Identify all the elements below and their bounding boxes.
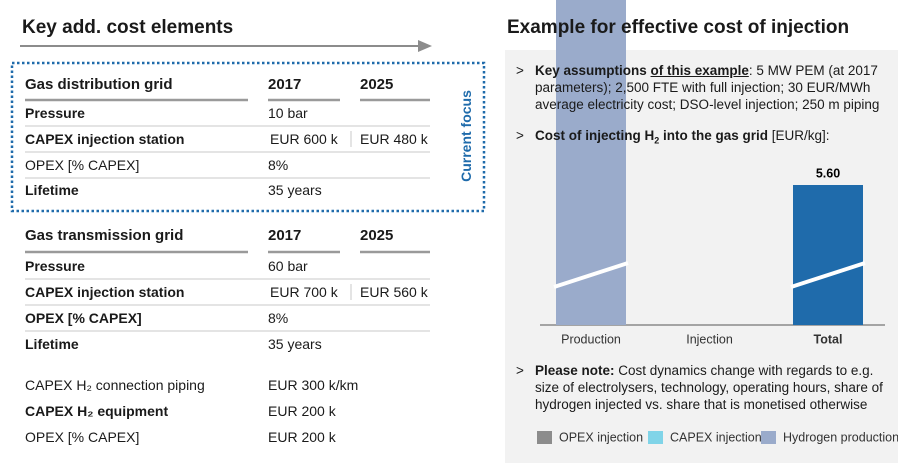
row-label: Lifetime (25, 336, 79, 352)
category-label: Total (814, 332, 843, 346)
row-label: Pressure (25, 105, 85, 121)
cell: 10 bar (268, 105, 308, 121)
bullet-marker: > (516, 128, 524, 143)
bar-segment (556, 0, 626, 325)
cell: EUR 200 k (268, 429, 336, 445)
cell: 60 bar (268, 258, 308, 274)
legend-label: OPEX injection (559, 430, 643, 444)
bullet-marker: > (516, 63, 524, 78)
row-label: OPEX [% CAPEX] (25, 157, 140, 173)
legend-swatch (761, 431, 776, 444)
cell: EUR 560 k (360, 284, 428, 300)
cell: 8% (268, 310, 289, 326)
axis-break (790, 261, 866, 289)
table-header: Gas distribution grid (25, 76, 173, 93)
cell: EUR 700 k (270, 284, 338, 300)
row-separators (25, 125, 430, 332)
category-label: Injection (686, 332, 733, 346)
category-label: Production (561, 332, 621, 346)
header-underlines (25, 98, 430, 254)
text-bold: Please note: (535, 363, 615, 378)
cell: EUR 600 k (270, 131, 338, 147)
text-bold: Cost of injecting H (535, 128, 655, 143)
right-title: Example for effective cost of injection (507, 17, 850, 38)
row-label: CAPEX injection station (25, 131, 185, 147)
arrow-head (418, 40, 432, 52)
bar (793, 185, 863, 325)
cell: EUR 200 k (268, 403, 336, 419)
subscript: 2 (654, 135, 660, 146)
row-label: Pressure (25, 258, 85, 274)
bullet: > Please note: Cost dynamics change with… (516, 362, 894, 413)
table-header: 2025 (360, 76, 394, 93)
focus-label: Current focus (458, 90, 474, 182)
row-label: CAPEX H₂ connection piping (25, 377, 205, 393)
cell: 35 years (268, 336, 322, 352)
bullet: > Key assumptions of this example: 5 MW … (516, 62, 894, 113)
legend-label: Hydrogen production (783, 430, 898, 444)
text-bold: into the gas grid (659, 128, 769, 143)
row-label: OPEX [% CAPEX] (25, 310, 142, 326)
text-underline: of this example (650, 63, 749, 78)
text: [EUR/kg]: (768, 128, 830, 143)
value-label: 5.60 (816, 166, 840, 180)
bullet: > Cost of injecting H2 into the gas grid… (516, 127, 894, 150)
bullet-marker: > (516, 363, 524, 378)
table-header: 2017 (268, 227, 302, 244)
table-header: Gas transmission grid (25, 227, 184, 244)
focus-box (10, 61, 486, 213)
bullet-text: Cost of injecting H2 into the gas grid [… (535, 127, 894, 150)
text: Cost dynamics change with regards to e.g… (535, 363, 883, 412)
table-header: 2025 (360, 227, 394, 244)
row-label: CAPEX injection station (25, 284, 185, 300)
row-label: OPEX [% CAPEX] (25, 429, 140, 445)
cell: EUR 480 k (360, 131, 428, 147)
bullet-text: Please note: Cost dynamics change with r… (535, 362, 894, 413)
cell: EUR 300 k/km (268, 377, 359, 393)
legend-label: CAPEX injection (670, 430, 762, 444)
bullet-text: Key assumptions of this example: 5 MW PE… (535, 62, 894, 113)
axis-break (553, 261, 629, 289)
table-header: 2017 (268, 76, 302, 93)
text-bold: Key assumptions (535, 63, 651, 78)
legend-swatch (537, 431, 552, 444)
cell: 35 years (268, 182, 322, 198)
row-label: CAPEX H₂ equipment (25, 403, 169, 419)
left-title: Key add. cost elements (22, 17, 234, 38)
row-label: Lifetime (25, 182, 79, 198)
cell: 8% (268, 157, 289, 173)
text: : 5 MW PEM (at 2017 parameters); 2,500 F… (535, 63, 880, 112)
legend-swatch (648, 431, 663, 444)
